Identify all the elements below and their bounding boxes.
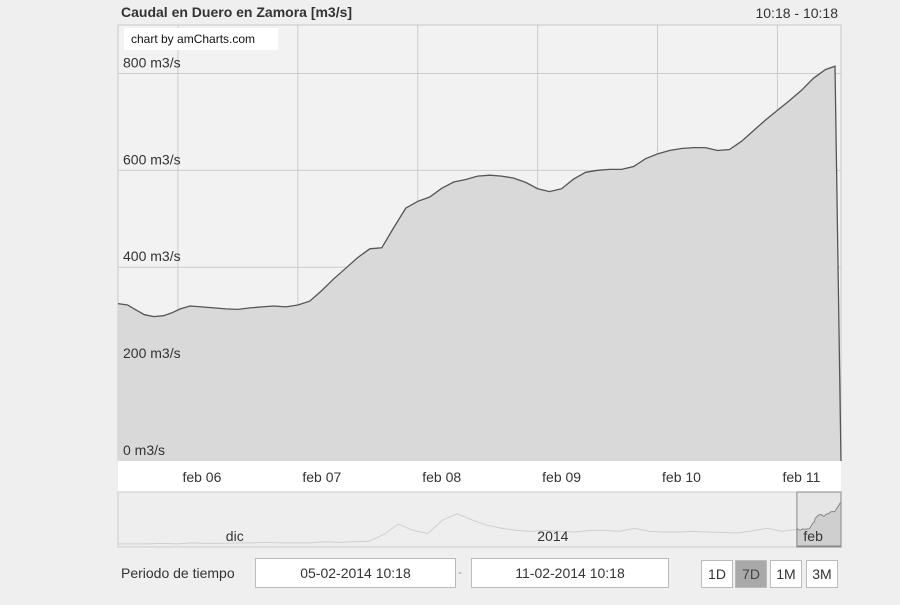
navigator-labels: dic 2014 feb <box>226 528 823 544</box>
y-tick-label: 400 m3/s <box>123 248 181 264</box>
y-tick-label: 0 m3/s <box>123 442 165 458</box>
x-axis-band <box>118 461 841 492</box>
period-button-1m[interactable]: 1M <box>770 560 802 588</box>
navigator-label: feb <box>803 528 823 544</box>
start-date-input[interactable] <box>255 558 456 588</box>
time-range: 10:18 - 10:18 <box>755 5 838 21</box>
y-axis-labels: 0 m3/s 200 m3/s 400 m3/s 600 m3/s 800 m3/s <box>123 54 181 458</box>
date-separator: - <box>458 565 462 579</box>
navigator-background[interactable] <box>117 491 842 548</box>
chart-svg[interactable]: 0 m3/s 200 m3/s 400 m3/s 600 m3/s 800 m3/s f… <box>0 0 900 560</box>
period-button-3m[interactable]: 3M <box>806 560 838 588</box>
chart-title: Caudal en Duero en Zamora [m3/s] <box>121 4 353 20</box>
navigator-label: 2014 <box>537 528 568 544</box>
series-area <box>118 66 841 461</box>
y-tick-label: 200 m3/s <box>123 345 181 361</box>
navigator-series <box>118 513 842 545</box>
x-tick-label: feb 10 <box>662 469 701 485</box>
period-button-7d[interactable]: 7D <box>735 560 767 588</box>
period-label: Periodo de tiempo <box>121 565 235 581</box>
chart-container: 0 m3/s 200 m3/s 400 m3/s 600 m3/s 800 m3/s f… <box>0 0 900 560</box>
chart-credit[interactable]: chart by amCharts.com <box>124 28 278 50</box>
y-tick-label: 600 m3/s <box>123 151 181 167</box>
series-line <box>117 65 842 462</box>
x-tick-label: feb 06 <box>182 469 221 485</box>
x-tick-label: feb 09 <box>542 469 581 485</box>
navigator-selection-series <box>796 501 842 547</box>
x-tick-label: feb 08 <box>422 469 461 485</box>
period-button-1d[interactable]: 1D <box>701 560 733 588</box>
navigator-label: dic <box>226 528 244 544</box>
y-tick-label: 800 m3/s <box>123 54 181 70</box>
x-tick-label: feb 07 <box>302 469 341 485</box>
x-axis-labels: feb 06 feb 07 feb 08 feb 09 feb 10 feb 11 <box>182 469 820 485</box>
x-tick-label: feb 11 <box>782 469 820 485</box>
end-date-input[interactable] <box>471 558 669 588</box>
